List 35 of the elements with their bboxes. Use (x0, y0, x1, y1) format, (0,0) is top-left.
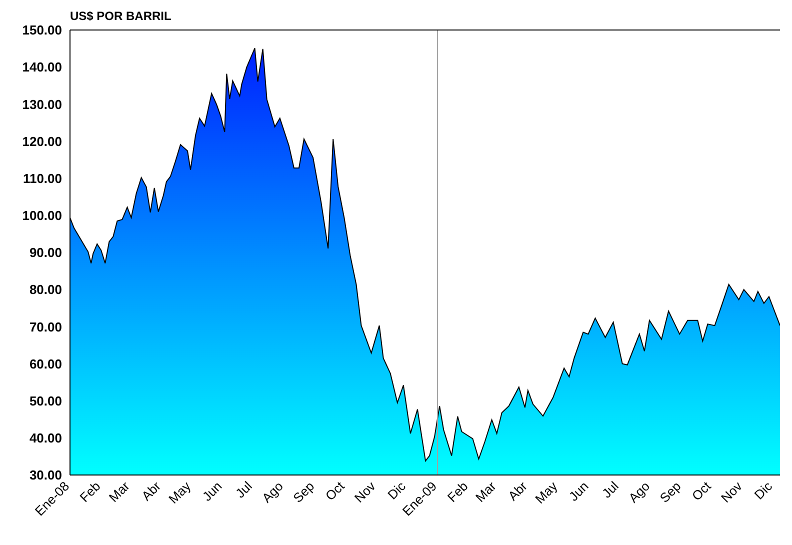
x-tick-label: Jun (199, 478, 225, 504)
y-axis-title: US$ POR BARRIL (70, 9, 172, 23)
x-tick-label: Sep (656, 478, 684, 506)
x-tick-label: Jul (599, 478, 622, 501)
x-tick-label: May (166, 478, 194, 506)
x-tick-label: Abr (138, 478, 164, 504)
x-tick-label: Jul (232, 478, 255, 501)
x-tick-label: Sep (290, 478, 318, 506)
x-tick-label: Oct (688, 478, 714, 504)
y-tick-label: 50.00 (29, 393, 62, 408)
y-tick-label: 120.00 (22, 134, 62, 149)
x-tick-label: May (532, 478, 561, 506)
y-tick-label: 80.00 (29, 282, 62, 298)
y-tick-label: 150.00 (22, 22, 62, 38)
y-tick-label: 110.00 (22, 170, 62, 186)
x-tick-label: Ago (259, 478, 286, 506)
x-tick-label: Feb (76, 478, 104, 505)
y-tick-label: 60.00 (29, 356, 62, 372)
y-tick-label: 140.00 (22, 60, 62, 75)
y-tick-label: 100.00 (22, 208, 62, 224)
y-tick-label: 30.00 (29, 468, 62, 483)
x-tick-label: Feb (444, 478, 471, 505)
x-tick-label: Nov (718, 478, 746, 506)
x-tick-label: Mar (472, 478, 500, 505)
x-tick-label: Jun (566, 478, 592, 504)
x-tick-label: Mar (106, 478, 133, 505)
x-tick-label: Abr (505, 478, 531, 504)
x-tick-label: Oct (322, 478, 348, 504)
y-tick-label: 70.00 (29, 319, 62, 334)
y-tick-label: 130.00 (22, 96, 62, 112)
x-tick-label: Nov (351, 478, 379, 506)
y-tick-label: 90.00 (29, 245, 62, 260)
x-tick-label: Ago (626, 478, 653, 506)
x-tick-label: Dic (751, 478, 776, 502)
y-tick-label: 40.00 (29, 430, 62, 446)
